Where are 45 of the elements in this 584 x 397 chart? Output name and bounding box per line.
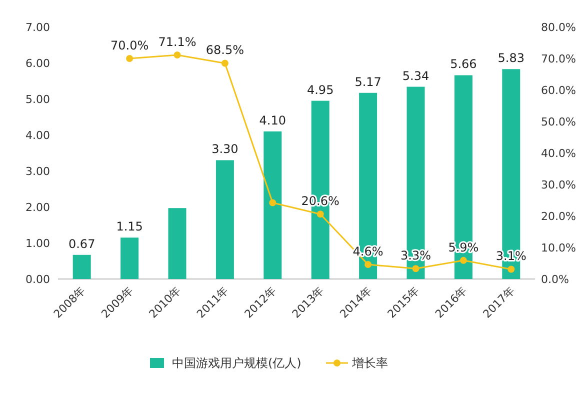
- y-tick-label: 5.00: [26, 93, 50, 106]
- data-label: 3.30: [212, 142, 238, 156]
- y-tick-label: 7.00: [26, 21, 50, 34]
- y2-tick-label: 50.0%: [541, 116, 576, 128]
- point: [174, 52, 181, 59]
- y2-tick-label: 80.0%: [541, 21, 576, 34]
- data-label: 70.0%: [110, 38, 149, 52]
- point: [221, 60, 228, 67]
- y2-tick-label: 20.0%: [541, 210, 576, 223]
- bar: [216, 160, 234, 279]
- y2-tick-label: 70.0%: [541, 52, 576, 66]
- bar: [168, 208, 186, 279]
- y-tick-label: 2.00: [26, 201, 50, 214]
- data-label: 68.5%: [206, 43, 244, 58]
- data-label: 5.83: [498, 51, 525, 66]
- data-label: 5.66: [450, 57, 477, 72]
- data-label: 4.95: [306, 82, 334, 97]
- y-tick-label: 0.00: [26, 273, 50, 286]
- y-tick-label: 4.00: [26, 129, 50, 142]
- data-label: 5.34: [402, 68, 430, 83]
- point: [126, 55, 134, 62]
- point: [316, 210, 324, 218]
- legend-label: 中国游戏用户规模(亿人): [172, 356, 302, 370]
- bar: [264, 131, 282, 279]
- y2-tick-label: 10.0%: [541, 242, 576, 254]
- data-label: 1.15: [116, 220, 143, 234]
- y-tick-label: 6.00: [26, 57, 50, 70]
- point: [412, 265, 420, 272]
- y2-tick-label: 60.0%: [541, 84, 576, 97]
- data-label: 4.10: [259, 113, 286, 128]
- bar: [120, 238, 139, 279]
- data-label: 0.67: [68, 236, 96, 251]
- y-tick-label: 1.00: [26, 237, 50, 250]
- data-label: 5.17: [354, 74, 382, 89]
- y-tick-label: 3.00: [26, 165, 50, 178]
- y2-tick-label: 0.0%: [541, 273, 569, 286]
- bar: [72, 254, 91, 279]
- point: [364, 261, 372, 268]
- data-label: 71.1%: [158, 35, 196, 50]
- y2-tick-label: 40.0%: [541, 147, 576, 160]
- point: [508, 266, 515, 273]
- point: [269, 199, 276, 206]
- point: [460, 256, 467, 264]
- y2-tick-label: 30.0%: [541, 178, 576, 192]
- legend-label: 增长率: [351, 356, 388, 370]
